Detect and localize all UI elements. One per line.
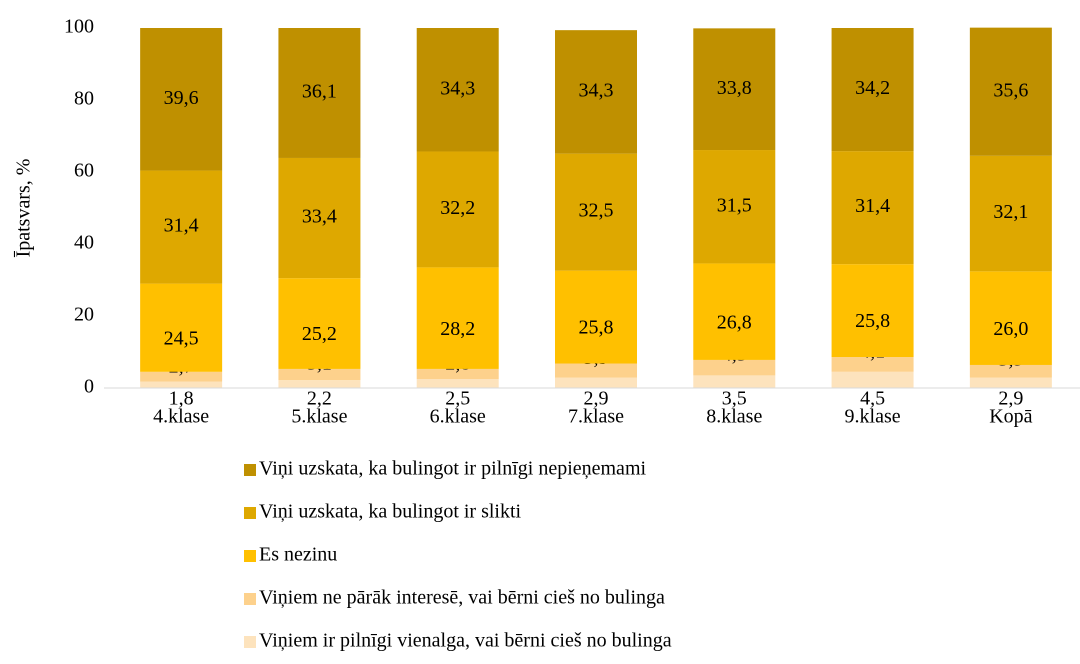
bar-segment [969,155,1052,272]
data-label: 3,5 [722,388,747,410]
y-tick-label: 80 [74,88,94,110]
y-tick-label: 0 [84,376,94,398]
bar-segment [969,364,1052,378]
bar-segment [969,377,1052,388]
data-label: 25,8 [855,310,890,332]
data-label: 36,1 [302,81,337,103]
legend-label: Es nezinu [259,544,337,566]
data-label: 39,6 [164,87,199,109]
legend-swatch [244,507,256,519]
y-axis-label: Īpatsvars, % [13,159,35,258]
bar-segment [140,28,223,171]
bar-segment [831,357,914,372]
data-label: 33,4 [302,206,337,228]
data-label: 1,8 [169,388,194,410]
y-tick-label: 40 [74,232,94,254]
x-tick-label: 7.klase [568,406,624,428]
bar-segment [969,27,1052,156]
bar-segment [140,381,223,388]
bar-segment [416,28,499,152]
data-label: 2,5 [445,388,470,410]
data-label: 28,2 [440,318,475,340]
bar-segment [693,263,776,360]
legend-swatch [244,464,256,476]
data-label: 35,6 [993,79,1028,101]
data-label: 2,9 [998,388,1023,410]
bar-segment [831,28,914,152]
bar-segment [831,151,914,265]
x-tick-label: Kopā [989,406,1032,428]
bar-segment [831,371,914,388]
data-label: 2,9 [584,388,609,410]
x-tick-label: 4.klase [153,406,209,428]
bar-segment [693,375,776,388]
data-label: 32,2 [440,197,475,219]
y-tick-label: 20 [74,304,94,326]
legend-swatch [244,636,256,648]
bar-segment [140,371,223,382]
data-label: 31,5 [717,194,752,216]
data-label: 34,2 [855,77,890,99]
x-tick-label: 8.klase [706,406,762,428]
legend-label: Viņi uzskata, ka bulingot ir pilnīgi nep… [259,458,646,480]
bar-segment [555,363,637,378]
legend-label: Viņiem ir pilnīgi vienalga, vai bērni ci… [259,630,672,652]
bar-segment [416,379,499,388]
data-label: 26,8 [717,311,752,333]
data-label: 34,3 [440,77,475,99]
bar-segment [555,30,637,154]
bar-segment [416,368,499,379]
bar-segment [693,150,776,264]
data-label: 25,8 [579,317,614,339]
data-label: 24,5 [164,327,199,349]
data-label: 25,2 [302,323,337,345]
data-label: 32,5 [579,200,614,222]
data-label: 31,4 [855,195,890,217]
bar-segment [278,28,361,158]
bar-segment [416,267,499,369]
data-label: 32,1 [993,201,1028,223]
bar-segment [693,28,776,151]
bar-segment [278,368,361,381]
legend-label: Viņi uzskata, ka bulingot ir slikti [259,501,522,523]
data-label: 31,4 [164,215,199,237]
x-tick-label: 5.klase [291,406,347,428]
data-label: 4,5 [860,388,885,410]
bar-segment [140,170,223,284]
bar-segment [831,264,914,358]
x-tick-label: 9.klase [845,406,901,428]
data-label: 2,2 [307,388,332,410]
bar-segment [278,278,361,369]
bar-segment [140,283,223,372]
bar-segment [555,377,637,388]
bar-segment [969,271,1052,365]
data-label: 33,8 [717,77,752,99]
bar-segment [278,157,361,279]
legend-label: Viņiem ne pārāk interesē, vai bērni cieš… [259,587,665,609]
data-label: 34,3 [579,79,614,101]
bar-segment [693,359,776,376]
y-tick-label: 60 [74,160,94,182]
bar-segment [416,151,499,268]
bar-segment [555,270,637,364]
bar-segment [555,153,637,271]
y-tick-label: 100 [64,16,94,38]
legend-swatch [244,550,256,562]
bar-segment [278,380,361,388]
data-label: 26,0 [993,318,1028,340]
x-tick-label: 6.klase [430,406,486,428]
legend-swatch [244,593,256,605]
